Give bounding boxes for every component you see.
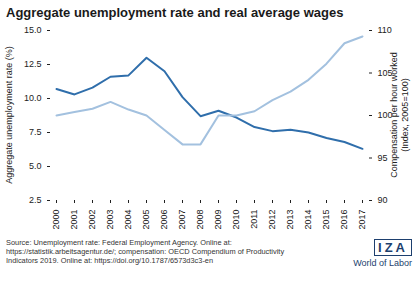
svg-text:2008: 2008 bbox=[195, 210, 205, 230]
svg-text:105: 105 bbox=[377, 67, 393, 78]
svg-text:2011: 2011 bbox=[249, 210, 259, 229]
svg-text:2.5: 2.5 bbox=[29, 195, 42, 205]
svg-text:12.5: 12.5 bbox=[24, 59, 42, 69]
html-text:IZA: IZA bbox=[378, 240, 408, 255]
svg-text:2014: 2014 bbox=[303, 210, 313, 230]
svg-text:2002: 2002 bbox=[87, 210, 97, 230]
svg-text:2012: 2012 bbox=[267, 210, 277, 230]
svg-text:2016: 2016 bbox=[339, 210, 349, 230]
svg-text:2013: 2013 bbox=[285, 210, 295, 230]
svg-text:100: 100 bbox=[377, 110, 393, 121]
svg-text:Aggregate unemployment rate (%: Aggregate unemployment rate (%) bbox=[4, 46, 14, 184]
svg-text:2004: 2004 bbox=[123, 210, 133, 230]
svg-text:90: 90 bbox=[378, 195, 388, 205]
html-text:Source: Unemployment rate: Fed: Source: Unemployment rate: Federal Emplo… bbox=[6, 238, 285, 265]
svg-text:95: 95 bbox=[378, 153, 388, 163]
svg-text:2007: 2007 bbox=[177, 210, 187, 230]
html-text:Aggregate unemployment rate an: Aggregate unemployment rate and real ave… bbox=[6, 5, 344, 20]
svg-text:2015: 2015 bbox=[321, 210, 331, 230]
svg-text:2010: 2010 bbox=[231, 210, 241, 230]
svg-text:5.0: 5.0 bbox=[29, 161, 42, 171]
svg-text:Compensation per hour worked(I: Compensation per hour worked(Index, 2005… bbox=[389, 52, 410, 178]
svg-text:110: 110 bbox=[378, 25, 392, 35]
svg-text:15.0: 15.0 bbox=[24, 25, 42, 35]
html-text:World of Labor: World of Labor bbox=[353, 258, 412, 268]
svg-text:2006: 2006 bbox=[159, 210, 169, 230]
svg-text:2001: 2001 bbox=[69, 210, 79, 230]
svg-text:2000: 2000 bbox=[51, 210, 61, 230]
svg-text:2009: 2009 bbox=[213, 210, 223, 230]
svg-text:2003: 2003 bbox=[105, 210, 115, 230]
svg-text:2017: 2017 bbox=[357, 210, 367, 230]
svg-text:7.5: 7.5 bbox=[29, 127, 42, 137]
svg-text:2005: 2005 bbox=[141, 210, 151, 230]
svg-text:10.0: 10.0 bbox=[24, 93, 42, 103]
